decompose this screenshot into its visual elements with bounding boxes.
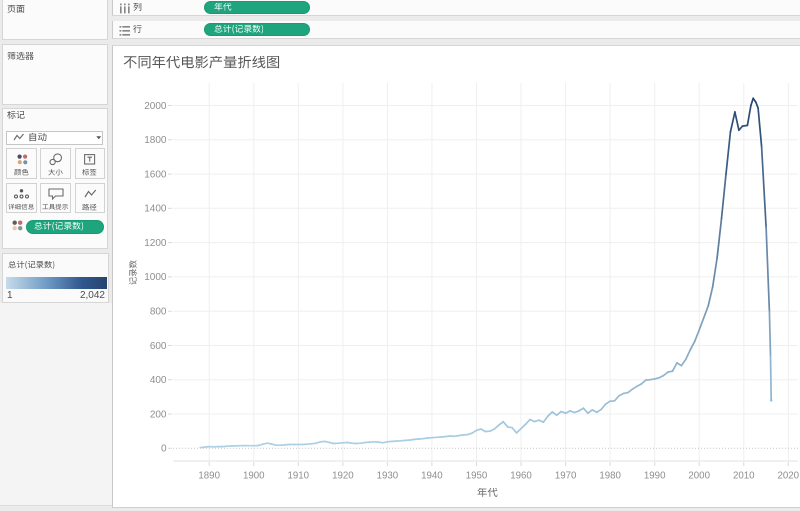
svg-text:1950: 1950 [466, 471, 488, 482]
svg-text:1910: 1910 [288, 471, 310, 482]
svg-text:1970: 1970 [555, 471, 577, 482]
svg-text:0: 0 [161, 444, 167, 455]
svg-text:1400: 1400 [144, 204, 167, 215]
svg-text:1600: 1600 [144, 169, 167, 180]
svg-text:1900: 1900 [243, 471, 265, 482]
svg-text:1890: 1890 [198, 471, 220, 482]
svg-text:1960: 1960 [510, 471, 532, 482]
svg-text:1000: 1000 [144, 272, 167, 283]
svg-text:1930: 1930 [377, 471, 399, 482]
svg-text:1200: 1200 [144, 238, 167, 249]
svg-text:2000: 2000 [688, 471, 710, 482]
svg-text:2010: 2010 [733, 471, 755, 482]
svg-text:1920: 1920 [332, 471, 354, 482]
svg-text:600: 600 [150, 341, 167, 352]
svg-text:800: 800 [150, 307, 167, 318]
svg-text:2020: 2020 [778, 471, 800, 482]
svg-text:1800: 1800 [144, 135, 167, 146]
svg-text:200: 200 [150, 409, 167, 420]
svg-text:2000: 2000 [144, 101, 167, 112]
svg-text:1990: 1990 [644, 471, 666, 482]
svg-text:1940: 1940 [421, 471, 443, 482]
svg-text:1980: 1980 [599, 471, 621, 482]
svg-text:400: 400 [150, 375, 167, 386]
